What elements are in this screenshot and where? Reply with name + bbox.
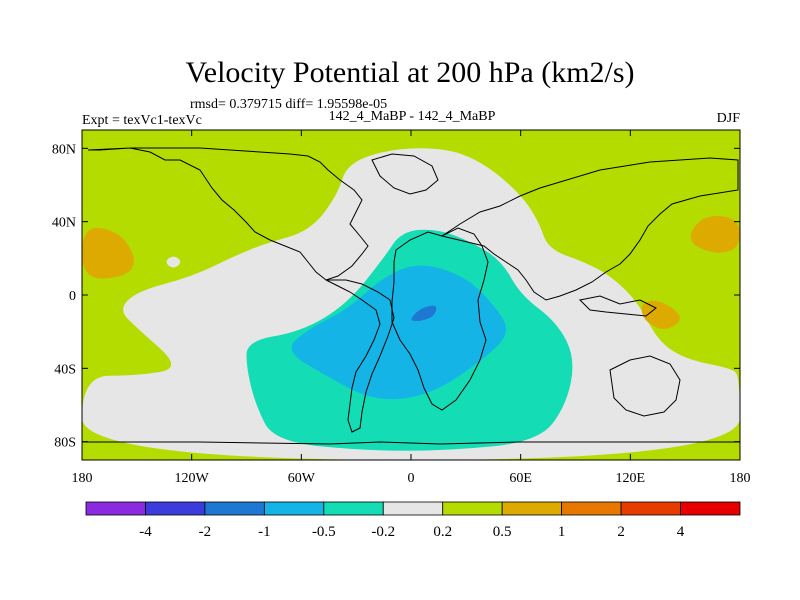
left-label: Expt = texVc1-texVc [82, 113, 202, 128]
stats-line: rmsd= 0.379715 diff= 1.95598e-05 [190, 97, 387, 112]
coast-south-america [325, 279, 395, 433]
x-tick-label: 120W [175, 471, 210, 486]
coast-africa-europe [391, 227, 489, 411]
colorbar-label: -0.2 [371, 524, 395, 540]
colorbar-label: -2 [199, 524, 212, 540]
colorbar-swatch [561, 501, 622, 516]
coast-australia [609, 355, 681, 417]
negative-region-center [411, 305, 437, 322]
coast-indonesia [578, 295, 657, 317]
x-tick-label: 180 [72, 471, 93, 486]
x-tick-label: 60W [288, 471, 316, 486]
y-tick-label: 40S [54, 362, 76, 377]
y-tick-label: 40N [52, 216, 76, 231]
colorbar-swatch [263, 501, 325, 516]
y-tick-label: 0 [69, 289, 76, 304]
colorbar-swatch [145, 501, 206, 516]
colorbar-swatch [85, 501, 146, 516]
colorbar-swatch [204, 501, 265, 516]
x-tick-label: 180 [730, 471, 751, 486]
colorbar-swatch [442, 501, 503, 516]
colorbar-swatch [323, 501, 384, 516]
coastline-layer [82, 147, 740, 445]
x-tick-label: 60E [509, 471, 532, 486]
coast-greenland [371, 153, 439, 195]
x-tick-label: 0 [408, 471, 415, 486]
colorbar-label: 4 [677, 524, 685, 540]
field-layer [82, 130, 740, 460]
colorbar-label: -4 [139, 524, 152, 540]
coast-antarctica [82, 441, 740, 445]
y-tick-label: 80N [52, 142, 76, 157]
colorbar-label: 0.5 [493, 524, 512, 540]
coast-asia [440, 157, 739, 301]
right-label: DJF [717, 111, 741, 126]
y-tick-label: 80S [54, 436, 76, 451]
colorbar-swatch [620, 501, 681, 516]
colorbar-label: 1 [558, 524, 566, 540]
x-tick-label: 120E [616, 471, 646, 486]
axis-layer: 180 120W 60W 0 60E 120E 180 80N 40N 0 40S 80S [52, 130, 751, 486]
positive-patch-ne [690, 215, 740, 253]
negative-region-core [291, 265, 507, 400]
positive-patch-nw-pacific [82, 227, 134, 279]
colorbar-label: -0.5 [312, 524, 336, 540]
center-label: 142_4_MaBP - 142_4_MaBP [329, 109, 496, 124]
colorbar: -4 -2 -1 -0.5 -0.2 0.2 0.5 1 2 4 [85, 501, 741, 540]
chart-title: Velocity Potential at 200 hPa (km2/s) [185, 56, 634, 89]
positive-patch-e-indian [641, 300, 680, 329]
colorbar-label: 0.2 [433, 524, 452, 540]
coast-north-america [87, 147, 369, 281]
colorbar-swatch [680, 501, 741, 516]
colorbar-swatch [382, 501, 444, 516]
neutral-patch-west [166, 256, 181, 268]
colorbar-label: 2 [617, 524, 625, 540]
colorbar-swatch [501, 501, 563, 516]
colorbar-label: -1 [258, 524, 271, 540]
